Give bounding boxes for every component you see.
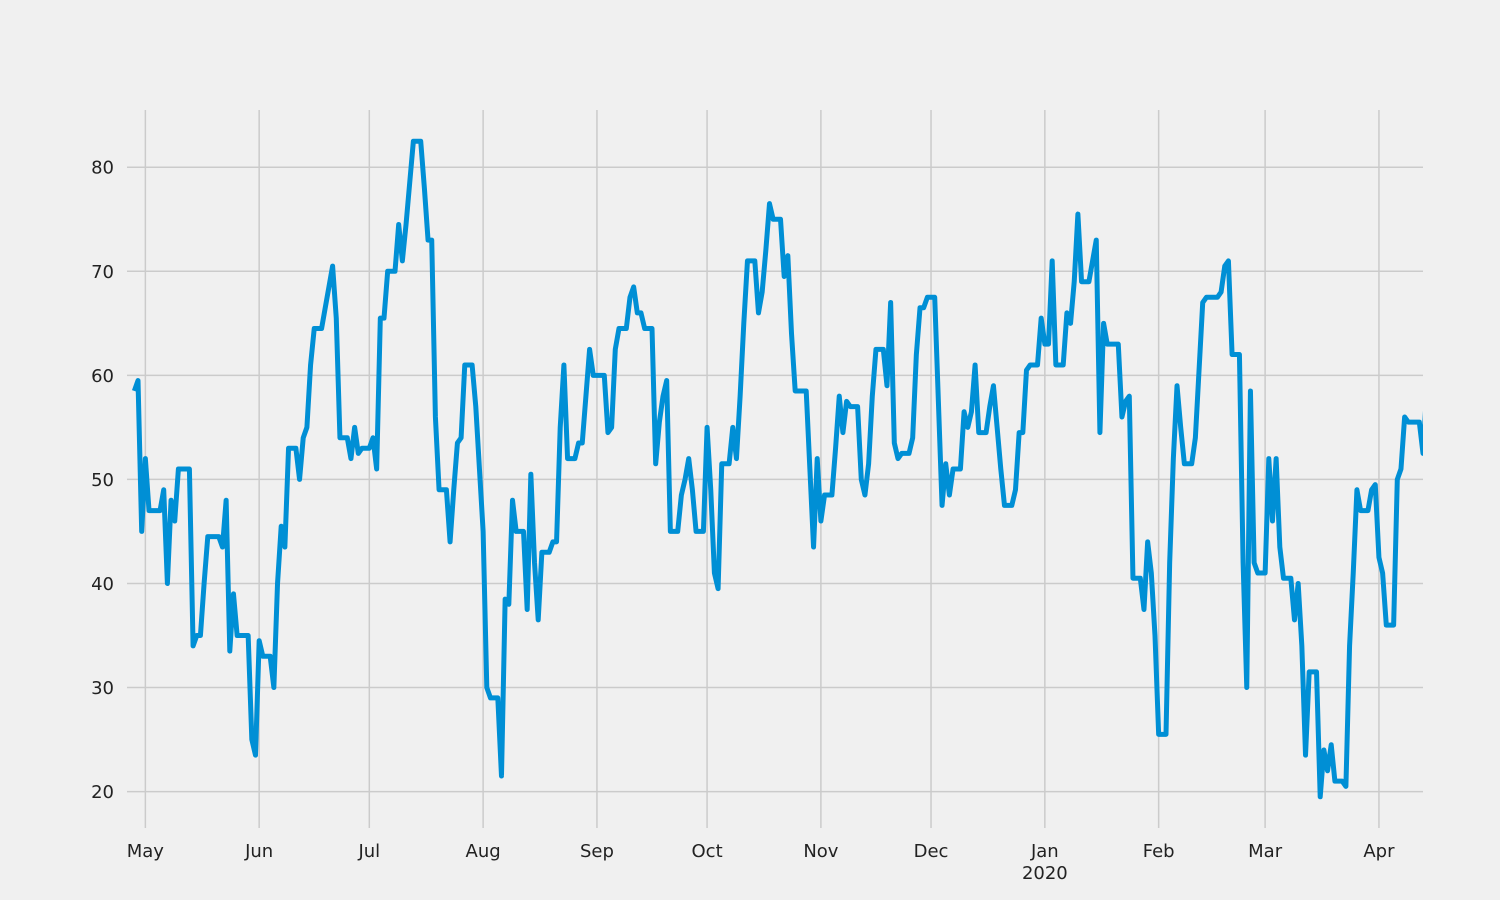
y-tick-labels: 20 30 40 50 60 70 80 bbox=[91, 158, 114, 803]
y-tick-label: 40 bbox=[91, 574, 114, 595]
y-tick-label: 50 bbox=[91, 470, 114, 491]
y-tick-label: 70 bbox=[91, 262, 114, 283]
y-tick-label: 30 bbox=[91, 678, 114, 699]
series-line bbox=[131, 138, 1423, 800]
x-tick-label: Jan bbox=[1030, 841, 1059, 862]
y-gridlines bbox=[127, 166, 1423, 793]
x-tick-label: Apr bbox=[1363, 841, 1395, 862]
y-tick-label: 80 bbox=[91, 158, 114, 179]
x-tick-label: Sep bbox=[580, 841, 614, 862]
x-tick-label: Aug bbox=[466, 841, 501, 862]
y-tick-label: 20 bbox=[91, 782, 114, 803]
x-tick-label: Feb bbox=[1143, 841, 1175, 862]
x-tick-label: Mar bbox=[1248, 841, 1283, 862]
series-layer bbox=[131, 138, 1423, 800]
x-tick-label: Oct bbox=[692, 841, 723, 862]
x-tick-label: Dec bbox=[914, 841, 949, 862]
x-tick-label: Nov bbox=[803, 841, 838, 862]
x-tick-label: May bbox=[127, 841, 165, 862]
x-tick-label: Jun bbox=[244, 841, 273, 862]
x-tick-sublabel: 2020 bbox=[1022, 863, 1068, 884]
y-tick-label: 60 bbox=[91, 366, 114, 387]
x-tick-label: Jul bbox=[357, 841, 380, 862]
